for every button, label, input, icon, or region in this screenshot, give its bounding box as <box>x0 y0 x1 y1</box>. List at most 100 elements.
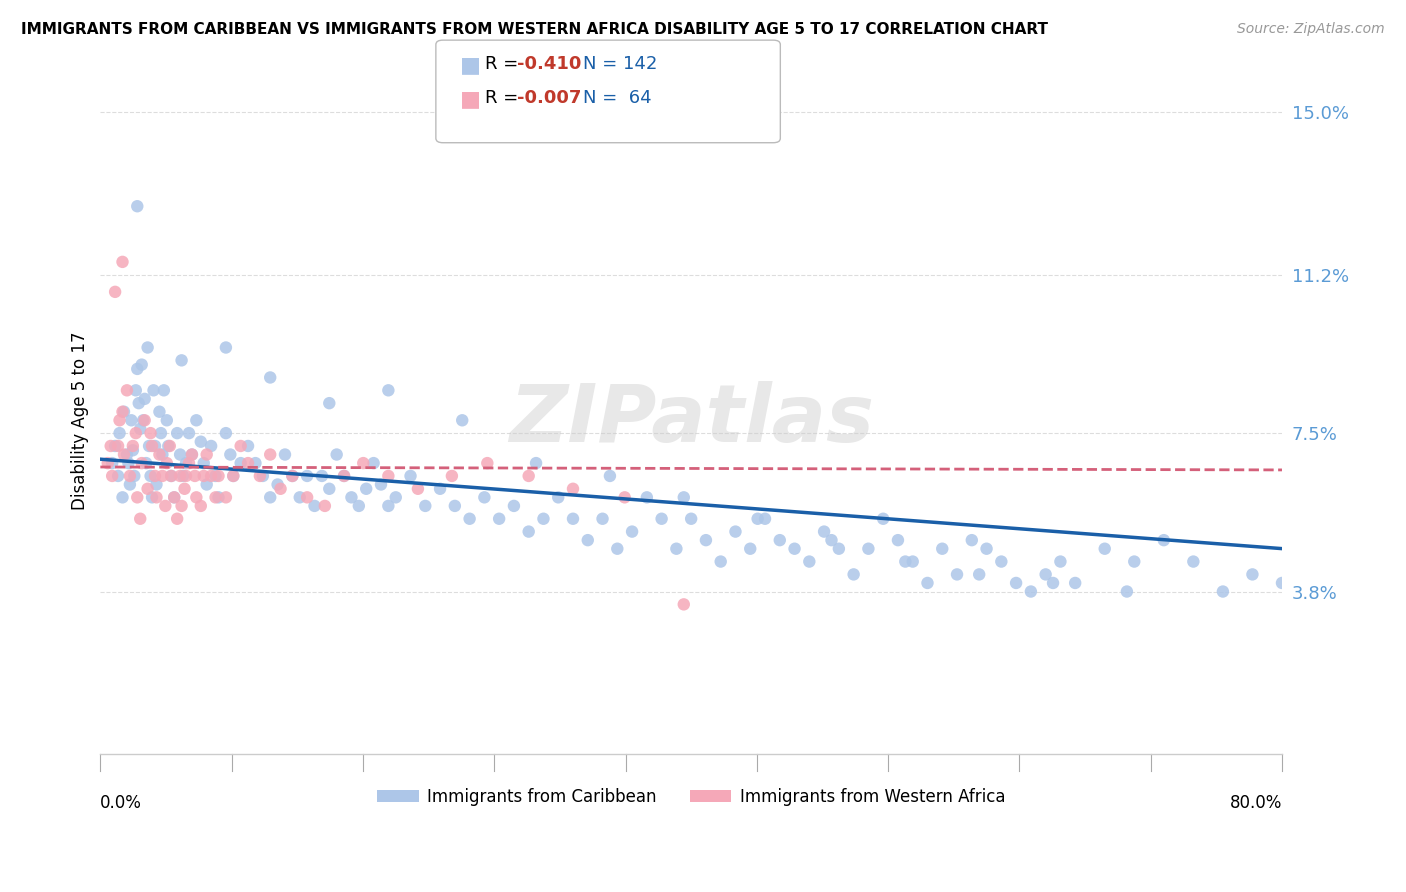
Point <box>207 491 229 505</box>
Point <box>259 491 281 505</box>
Point <box>139 426 162 441</box>
Point <box>219 448 242 462</box>
Point <box>314 499 336 513</box>
Point <box>193 456 215 470</box>
Point <box>118 469 141 483</box>
Point <box>740 541 762 556</box>
Point <box>134 413 156 427</box>
Point <box>266 477 288 491</box>
Point <box>127 362 149 376</box>
Point <box>186 413 208 427</box>
Point <box>111 491 134 505</box>
Point <box>166 512 188 526</box>
Point <box>960 533 983 548</box>
Point <box>138 439 160 453</box>
Point <box>104 439 127 453</box>
Text: Source: ZipAtlas.com: Source: ZipAtlas.com <box>1237 22 1385 37</box>
Point <box>311 469 333 483</box>
Point <box>181 448 204 462</box>
Point <box>347 499 370 513</box>
Point <box>377 499 399 513</box>
Point <box>177 456 200 470</box>
Point <box>101 456 124 470</box>
Point <box>169 469 191 483</box>
Point <box>107 469 129 483</box>
Point <box>139 469 162 483</box>
Point <box>613 491 636 505</box>
Point <box>159 439 181 453</box>
Point <box>174 469 197 483</box>
Point <box>813 524 835 539</box>
Point <box>215 426 238 441</box>
Point <box>724 524 747 539</box>
Point <box>174 456 197 470</box>
Point <box>931 541 953 556</box>
Point <box>606 541 628 556</box>
Point <box>131 358 153 372</box>
Point <box>1042 576 1064 591</box>
Point <box>474 491 496 505</box>
Point <box>842 567 865 582</box>
Point <box>186 491 208 505</box>
Point <box>118 477 141 491</box>
Point <box>1035 567 1057 582</box>
Point <box>672 598 695 612</box>
Point <box>177 426 200 441</box>
Point <box>1123 555 1146 569</box>
Text: ■: ■ <box>460 89 481 109</box>
Text: 80.0%: 80.0% <box>1230 794 1282 813</box>
Point <box>858 541 880 556</box>
Point <box>384 491 406 505</box>
Point <box>145 477 167 491</box>
Point <box>236 456 259 470</box>
Point <box>111 255 134 269</box>
Point <box>747 512 769 526</box>
Point <box>901 555 924 569</box>
Text: N = 142: N = 142 <box>583 55 658 73</box>
Point <box>173 482 195 496</box>
Point <box>333 469 356 483</box>
Point <box>318 396 340 410</box>
Point <box>170 353 193 368</box>
Point <box>517 524 540 539</box>
Point <box>274 448 297 462</box>
Point <box>215 491 238 505</box>
Point <box>200 469 222 483</box>
Point <box>288 491 311 505</box>
Point <box>488 512 510 526</box>
Point <box>127 491 149 505</box>
Point <box>872 512 894 526</box>
Point <box>259 448 281 462</box>
Point <box>370 477 392 491</box>
Point <box>166 426 188 441</box>
Point <box>131 456 153 470</box>
Point <box>828 541 851 556</box>
Point <box>101 469 124 483</box>
Point <box>1019 584 1042 599</box>
Text: -0.007: -0.007 <box>517 89 582 107</box>
Point <box>136 341 159 355</box>
Point <box>129 512 152 526</box>
Point <box>204 469 226 483</box>
Point <box>249 469 271 483</box>
Point <box>200 439 222 453</box>
Point <box>141 491 163 505</box>
Point <box>399 469 422 483</box>
Point <box>695 533 717 548</box>
Point <box>377 384 399 398</box>
Point <box>245 456 267 470</box>
Point <box>599 469 621 483</box>
Point <box>160 469 183 483</box>
Point <box>429 482 451 496</box>
Point <box>1241 567 1264 582</box>
Point <box>129 422 152 436</box>
Point <box>163 491 186 505</box>
Point <box>783 541 806 556</box>
Point <box>155 499 177 513</box>
Text: ZIPatlas: ZIPatlas <box>509 381 873 459</box>
Point <box>148 448 170 462</box>
Point <box>121 439 143 453</box>
Point <box>281 469 304 483</box>
Point <box>517 469 540 483</box>
Point <box>458 512 481 526</box>
